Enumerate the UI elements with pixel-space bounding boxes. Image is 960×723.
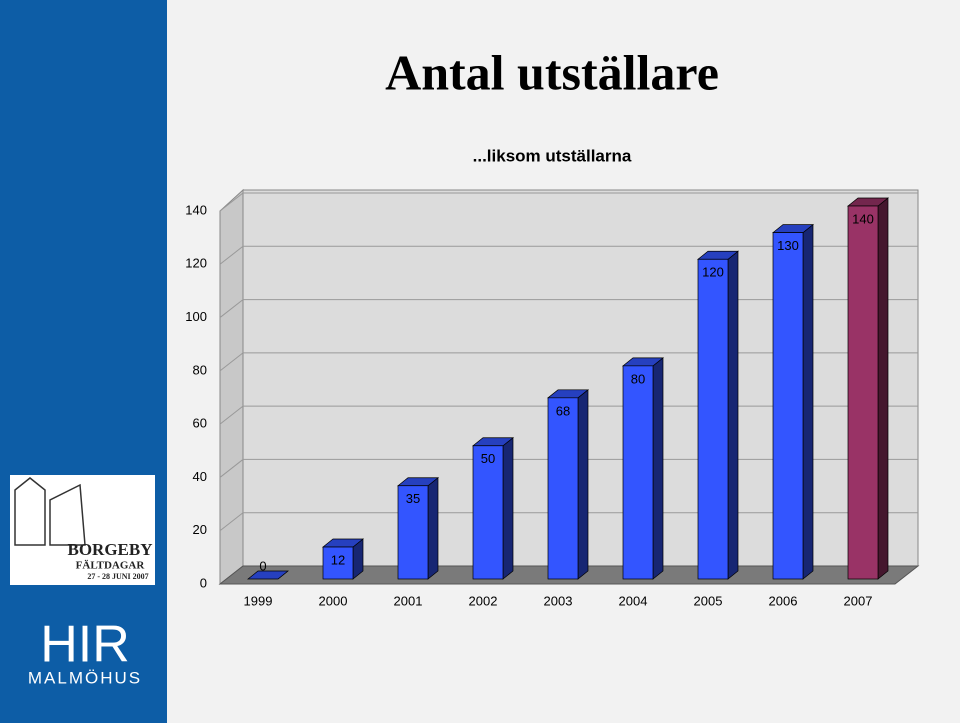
bar-side: [802, 223, 814, 580]
x-tick-label: 2000: [319, 593, 348, 608]
x-tick-label: 2006: [769, 593, 798, 608]
bar: [847, 205, 879, 580]
bar-side: [577, 389, 589, 580]
y-tick-label: 120: [185, 256, 207, 271]
y-tick-label: 140: [185, 202, 207, 217]
bar-side: [877, 197, 889, 580]
grid-line: [219, 192, 918, 212]
x-tick-label: 2007: [844, 593, 873, 608]
bar-side: [427, 477, 439, 580]
x-tick-label: 2003: [544, 593, 573, 608]
data-label: 12: [331, 552, 345, 567]
y-tick-label: 40: [193, 469, 207, 484]
y-tick-label: 80: [193, 362, 207, 377]
sidebar: [0, 0, 167, 723]
grid-line: [219, 458, 918, 478]
grid-line: [219, 299, 918, 318]
bar-side: [502, 437, 514, 580]
x-tick-label: 2001: [394, 593, 423, 608]
y-tick-label: 20: [193, 522, 207, 537]
bar-side: [652, 357, 664, 580]
logo-text: 27 - 28 JUNI 2007: [87, 572, 148, 581]
grid-line: [219, 405, 918, 425]
bar: [622, 365, 654, 580]
x-tick-label: 1999: [244, 593, 273, 608]
data-label: 130: [777, 238, 799, 253]
bar: [472, 445, 504, 580]
data-label: 35: [406, 491, 420, 506]
y-tick-label: 0: [200, 575, 207, 590]
bar: [397, 485, 429, 580]
grid-line: [219, 245, 918, 265]
data-label: 120: [702, 265, 724, 280]
borgeby-logo: [10, 475, 155, 585]
y-tick-label: 60: [193, 416, 207, 431]
grid-line: [219, 512, 918, 532]
data-label: 68: [556, 403, 570, 418]
logo-text: FÄLTDAGAR: [76, 559, 146, 572]
data-label: 80: [631, 371, 645, 386]
data-label: 0: [259, 558, 266, 573]
bar: [322, 546, 354, 580]
bar-side: [727, 250, 739, 580]
bar: [772, 232, 804, 580]
x-tick-label: 2004: [619, 593, 648, 608]
hir-sub: MALMÖHUS: [28, 668, 142, 687]
y-tick-label: 100: [185, 309, 207, 324]
x-tick-label: 2002: [469, 593, 498, 608]
data-label: 140: [852, 211, 874, 226]
grid-line: [219, 352, 918, 372]
castle-drawing: [14, 477, 86, 546]
bar: [547, 397, 579, 580]
hir-logo: HIR: [40, 616, 130, 674]
bar-top: [247, 570, 289, 580]
data-label: 50: [481, 451, 495, 466]
chart-subtitle: ...liksom utställarna: [473, 146, 632, 165]
chart-title: Antal utställare: [385, 44, 719, 100]
x-tick-label: 2005: [694, 593, 723, 608]
logo-text: BORGEBY: [67, 540, 152, 559]
bar: [697, 258, 729, 580]
